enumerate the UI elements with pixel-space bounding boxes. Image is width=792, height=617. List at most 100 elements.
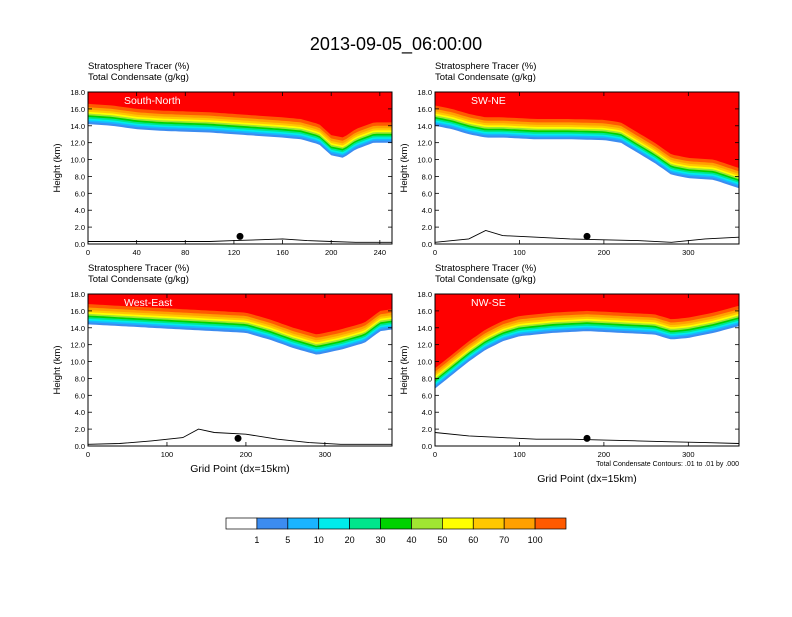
colorbar-level-label: 10 [314,535,324,545]
y-axis-label: Height (km) [399,143,410,192]
tracer-band-10 [435,294,739,369]
y-tick-label: 16.0 [417,307,432,316]
y-tick-label: 18.0 [417,290,432,299]
colorbar-level-label: 30 [376,535,386,545]
y-tick-label: 8.0 [75,172,85,181]
panel-nw-se: Stratosphere Tracer (%)Total Condensate … [399,263,740,485]
colorbar: 1 5 10 20 30 40 50 60 70 100 [225,517,567,545]
y-tick-label: 6.0 [422,391,432,400]
y-tick-label: 14.0 [417,122,432,131]
y-axis-label: Height (km) [52,143,63,192]
terrain-contour-line [435,230,739,243]
colorbar-level-label: 100 [528,535,543,545]
x-tick-label: 40 [132,248,140,257]
colorbar-level-label: 40 [406,535,416,545]
y-tick-label: 10.0 [417,358,432,367]
y-tick-label: 2.0 [75,223,85,232]
y-tick-label: 4.0 [75,408,85,417]
panel-frame [87,293,393,447]
x-tick-label: 300 [682,248,695,257]
panel-contour-variable-label: Total Condensate (g/kg) [435,274,536,285]
location-marker [583,434,591,442]
y-axis-label: Height (km) [399,345,410,394]
x-tick-label: 0 [86,450,90,459]
panel-contour-variable-label: Total Condensate (g/kg) [435,72,536,83]
y-tick-label: 6.0 [75,391,85,400]
panel-fill-variable-label: Stratosphere Tracer (%) [88,61,189,72]
location-marker [236,232,244,240]
x-tick-label: 100 [161,450,174,459]
colorbar-swatch [287,517,320,530]
colorbar-swatch [380,517,412,530]
x-tick-label: 0 [86,248,90,257]
colorbar-swatch [503,517,536,530]
panel-name-label: NW-SE [471,297,506,309]
y-tick-label: 16.0 [417,105,432,114]
colorbar-level-label: 70 [499,535,509,545]
colorbar-level-label: 5 [285,535,290,545]
panel-west-east: Stratosphere Tracer (%)Total Condensate … [52,263,393,475]
panel-frame [87,91,393,245]
y-tick-label: 14.0 [70,122,85,131]
y-tick-label: 0.0 [422,240,432,249]
colorbar-swatch [318,517,350,530]
y-tick-label: 14.0 [70,324,85,333]
y-axis-label: Height (km) [52,345,63,394]
contour-note: Total Condensate Contours: .01 to .01 by… [596,461,739,468]
colorbar-swatch [225,517,258,530]
colorbar-swatch [472,517,505,530]
y-tick-label: 0.0 [75,240,85,249]
y-tick-label: 6.0 [422,189,432,198]
x-tick-label: 120 [228,248,241,257]
location-marker [583,232,591,240]
x-tick-label: 240 [374,248,387,257]
y-tick-label: 6.0 [75,189,85,198]
panel-contour-variable-label: Total Condensate (g/kg) [88,274,189,285]
x-tick-label: 80 [181,248,189,257]
y-tick-label: 2.0 [422,425,432,434]
y-tick-label: 12.0 [70,139,85,148]
colorbar-level-label: 20 [345,535,355,545]
y-tick-label: 12.0 [417,139,432,148]
colorbar-swatch [534,517,567,530]
y-tick-label: 2.0 [422,223,432,232]
panel-plot-area [435,294,739,446]
colorbar-swatch [256,517,289,530]
terrain-contour-line [88,428,392,445]
x-tick-label: 100 [513,248,526,257]
panel-fill-variable-label: Stratosphere Tracer (%) [435,61,536,72]
panel-sw-ne: Stratosphere Tracer (%)Total Condensate … [399,61,740,257]
colorbar-swatch [349,517,381,530]
x-tick-label: 300 [319,450,332,459]
x-tick-label: 200 [240,450,253,459]
colorbar-level-label: 1 [254,535,259,545]
y-tick-label: 8.0 [422,172,432,181]
x-tick-label: 100 [513,450,526,459]
y-tick-label: 18.0 [70,290,85,299]
y-tick-label: 10.0 [70,358,85,367]
y-tick-label: 10.0 [70,156,85,165]
y-tick-label: 18.0 [417,88,432,97]
y-tick-label: 2.0 [75,425,85,434]
panel-fill-variable-label: Stratosphere Tracer (%) [435,263,536,274]
panel-frame [434,91,740,245]
x-tick-label: 300 [682,450,695,459]
panel-plot-area [88,92,392,244]
x-tick-label: 0 [433,248,437,257]
location-marker [234,434,242,442]
x-axis-label: Grid Point (dx=15km) [537,473,637,485]
y-tick-label: 16.0 [70,307,85,316]
x-tick-label: 200 [598,248,611,257]
x-tick-label: 160 [276,248,289,257]
y-tick-label: 0.0 [422,442,432,451]
panel-fill-variable-label: Stratosphere Tracer (%) [88,263,189,274]
y-tick-label: 12.0 [417,341,432,350]
x-axis-label: Grid Point (dx=15km) [190,463,290,475]
panel-name-label: South-North [124,95,181,107]
figure-title: 2013-09-05_06:00:00 [310,34,482,55]
panel-frame [434,293,740,447]
panel-plot-area [435,92,739,244]
colorbar-level-label: 60 [468,535,478,545]
y-tick-label: 12.0 [70,341,85,350]
